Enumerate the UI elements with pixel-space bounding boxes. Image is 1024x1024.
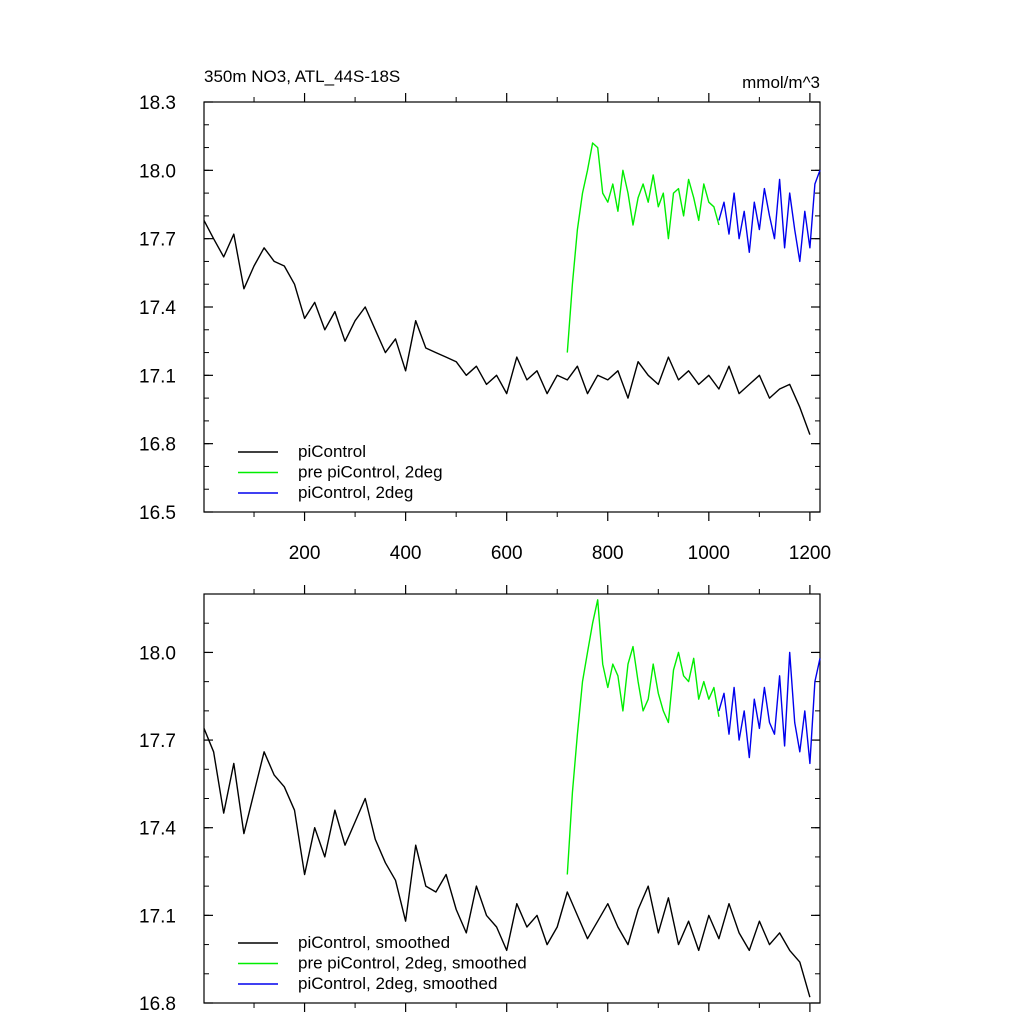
y-tick-label: 17.1 [139,906,176,927]
x-tick-label: 600 [491,543,523,564]
legend-label: pre piControl, 2deg [298,463,443,482]
series-line-0 [203,728,811,998]
y-tick-label: 17.4 [139,298,176,319]
legend-label: piControl, smoothed [298,933,450,952]
series-line-1 [566,599,720,875]
y-tick-label: 18.3 [139,93,176,114]
y-tick-label: 18.0 [139,643,176,664]
legend-label: pre piControl, 2deg, smoothed [298,954,527,973]
bottom-panel: 16.8 17.1 17.4 17.7 18.0 piControl, smoothed p… [139,585,821,1015]
plot-frame [203,593,821,1004]
y-tick-label: 17.1 [139,366,176,387]
x-tick-label: 400 [390,543,422,564]
x-tick-label: 1200 [789,543,831,564]
y-tick-label: 18.0 [139,161,176,182]
legend-label: piControl, 2deg, smoothed [298,974,497,993]
x-tick-label: 200 [289,543,321,564]
legend-label: piControl [298,442,366,461]
series-line-1 [566,142,720,353]
top-panel: 16.5 16.8 17.1 17.4 17.7 18.0 18.3 200 400 600 800… [139,67,831,564]
x-tick-label: 800 [592,543,624,564]
y-tick-label: 16.8 [139,435,176,456]
x-tick-label: 1000 [688,543,730,564]
panel-title: 350m NO3, ATL_44S-18S [204,67,400,86]
series-line-2 [718,170,821,263]
y-tick-label: 16.8 [139,994,176,1015]
y-tick-label: 17.4 [139,819,176,840]
series-line-2 [718,651,821,765]
y-tick-label: 16.5 [139,503,176,524]
y-tick-label: 17.7 [139,731,176,752]
panel-units: mmol/m^3 [742,73,820,92]
y-tick-label: 17.7 [139,230,176,251]
legend-label: piControl, 2deg [298,483,413,502]
series-line-0 [203,220,811,435]
plot-frame [203,101,821,513]
